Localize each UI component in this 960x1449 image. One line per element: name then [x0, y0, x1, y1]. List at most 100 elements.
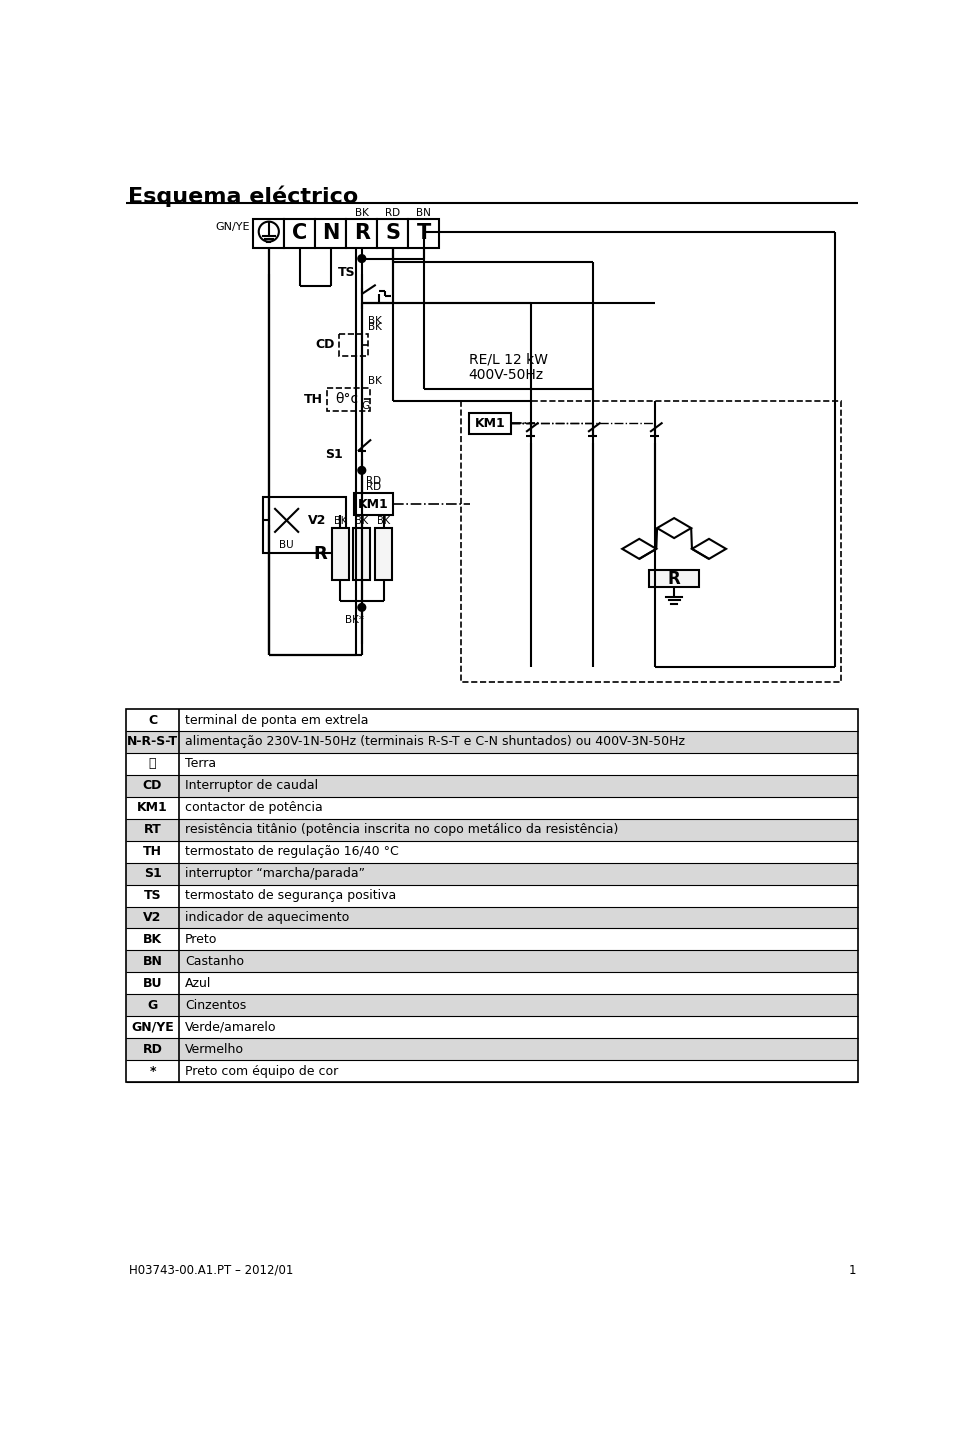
Text: TH: TH	[304, 393, 324, 406]
Bar	[126, 994, 858, 1016]
Bar	[331, 527, 348, 581]
Text: θ°c: θ°c	[335, 393, 358, 407]
Text: H03743-00.A1.PT – 2012/01: H03743-00.A1.PT – 2012/01	[130, 1264, 294, 1277]
Text: Azul: Azul	[185, 977, 211, 990]
Bar	[354, 494, 393, 514]
Text: TH: TH	[143, 845, 162, 858]
Bar	[126, 884, 858, 907]
Text: S1: S1	[324, 448, 343, 461]
Text: GN/YE: GN/YE	[132, 1020, 174, 1033]
Bar	[126, 972, 858, 994]
Text: BU: BU	[279, 540, 294, 551]
Text: ⏚: ⏚	[149, 758, 156, 771]
Bar	[126, 1016, 858, 1037]
Text: Interruptor de caudal: Interruptor de caudal	[185, 780, 318, 793]
Text: BK: BK	[143, 933, 162, 946]
Text: C: C	[292, 223, 307, 243]
Bar	[126, 840, 858, 862]
Circle shape	[358, 255, 366, 262]
Bar	[263, 497, 347, 554]
Bar	[375, 527, 392, 581]
Bar	[353, 527, 371, 581]
Text: CD: CD	[315, 338, 335, 351]
Bar	[284, 219, 315, 248]
Text: G: G	[362, 401, 370, 412]
Bar	[339, 335, 368, 355]
Text: 400V-50Hz: 400V-50Hz	[468, 368, 544, 381]
Text: termostato de segurança positiva: termostato de segurança positiva	[185, 890, 396, 903]
Bar	[126, 951, 858, 972]
Bar	[253, 219, 284, 248]
Text: indicador de aquecimento: indicador de aquecimento	[185, 911, 349, 924]
Text: 1: 1	[849, 1264, 856, 1277]
Text: BK: BK	[368, 316, 382, 326]
Text: KM1: KM1	[137, 801, 168, 814]
Text: KM1: KM1	[358, 497, 389, 510]
Text: termostato de regulação 16/40 °C: termostato de regulação 16/40 °C	[185, 845, 398, 858]
Text: S1: S1	[144, 867, 161, 880]
Bar	[347, 219, 377, 248]
Text: N: N	[323, 223, 340, 243]
Text: R: R	[313, 545, 327, 564]
Text: BK*: BK*	[345, 614, 364, 625]
Text: V2: V2	[143, 911, 161, 924]
Text: resistência titânio (potência inscrita no copo metálico da resistência): resistência titânio (potência inscrita n…	[185, 823, 618, 836]
Text: RD: RD	[385, 207, 400, 217]
Text: G: G	[148, 998, 157, 1011]
Circle shape	[358, 604, 366, 611]
Bar	[649, 571, 699, 587]
Text: N-R-S-T: N-R-S-T	[127, 736, 179, 749]
Text: BK: BK	[368, 377, 382, 387]
Bar	[126, 907, 858, 929]
Text: Vermelho: Vermelho	[185, 1043, 244, 1056]
Text: contactor de potência: contactor de potência	[185, 801, 323, 814]
Bar	[126, 709, 858, 730]
Bar	[126, 730, 858, 753]
Bar	[126, 819, 858, 840]
Bar	[126, 797, 858, 819]
Text: BN: BN	[417, 207, 431, 217]
Text: C: C	[148, 713, 157, 726]
Bar	[126, 709, 858, 1082]
Text: alimentação 230V-1N-50Hz (terminais R-S-T e C-N shuntados) ou 400V-3N-50Hz: alimentação 230V-1N-50Hz (terminais R-S-…	[185, 736, 685, 749]
Text: TS: TS	[338, 267, 355, 280]
Bar	[126, 862, 858, 884]
Text: terminal de ponta em extrela: terminal de ponta em extrela	[185, 713, 369, 726]
Bar	[126, 775, 858, 797]
Text: Preto com équipo de cor: Preto com équipo de cor	[185, 1065, 338, 1078]
Text: KM1: KM1	[474, 417, 505, 430]
Text: *: *	[150, 1065, 156, 1078]
Text: BN: BN	[143, 955, 162, 968]
Text: RT: RT	[144, 823, 161, 836]
Text: Terra: Terra	[185, 758, 216, 771]
Text: BK: BK	[368, 323, 382, 332]
Bar	[126, 1061, 858, 1082]
Text: RD: RD	[366, 483, 381, 491]
Text: GN/YE: GN/YE	[216, 222, 251, 232]
Text: Cinzentos: Cinzentos	[185, 998, 247, 1011]
Bar	[126, 753, 858, 775]
Text: TS: TS	[144, 890, 161, 903]
Text: BK: BK	[355, 516, 369, 526]
Bar	[126, 1037, 858, 1061]
Text: BK: BK	[355, 207, 369, 217]
Bar	[315, 219, 347, 248]
Bar	[377, 219, 408, 248]
Circle shape	[358, 467, 366, 474]
Text: Esquema eléctrico: Esquema eléctrico	[128, 185, 358, 207]
Bar	[468, 413, 512, 435]
Text: interruptor “marcha/parada”: interruptor “marcha/parada”	[185, 867, 365, 880]
Text: S: S	[385, 223, 400, 243]
Text: Preto: Preto	[185, 933, 218, 946]
Text: BU: BU	[143, 977, 162, 990]
Text: V2: V2	[307, 514, 326, 527]
Bar	[408, 219, 440, 248]
Bar	[461, 401, 841, 682]
Text: Verde/amarelo: Verde/amarelo	[185, 1020, 276, 1033]
Text: R: R	[354, 223, 370, 243]
Text: RD: RD	[366, 477, 381, 487]
Bar	[327, 388, 370, 412]
Bar	[126, 929, 858, 951]
Text: R: R	[668, 569, 681, 588]
Text: RD: RD	[143, 1043, 162, 1056]
